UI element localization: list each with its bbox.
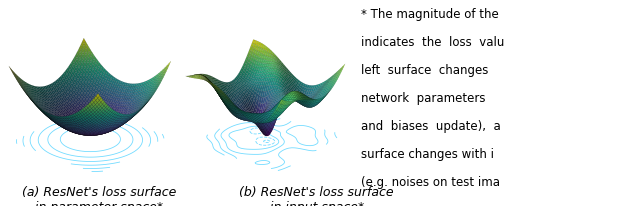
Text: and  biases  update),  a: and biases update), a <box>361 119 500 132</box>
Text: (e.g. noises on test ima: (e.g. noises on test ima <box>361 175 500 188</box>
Text: (a) ResNet's loss surface: (a) ResNet's loss surface <box>22 185 177 198</box>
Text: left  surface  changes: left surface changes <box>361 64 488 77</box>
Text: indicates  the  loss  valu: indicates the loss valu <box>361 36 504 49</box>
Text: in parameter space*: in parameter space* <box>35 200 163 206</box>
Text: (b) ResNet's loss surface: (b) ResNet's loss surface <box>239 185 394 198</box>
Text: surface changes with i: surface changes with i <box>361 147 493 160</box>
Text: * The magnitude of the: * The magnitude of the <box>361 8 499 21</box>
Text: in input space*: in input space* <box>269 200 364 206</box>
Text: network  parameters: network parameters <box>361 92 485 105</box>
